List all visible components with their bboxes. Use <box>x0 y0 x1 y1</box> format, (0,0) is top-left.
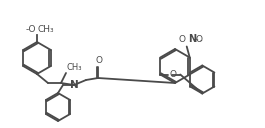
Text: O: O <box>169 70 176 79</box>
Text: +: + <box>192 37 198 43</box>
Text: CH₃: CH₃ <box>37 25 54 34</box>
Text: -O: -O <box>25 25 36 34</box>
Text: N: N <box>70 80 78 90</box>
Text: -: - <box>200 37 202 43</box>
Text: O: O <box>95 56 103 65</box>
Text: O: O <box>196 35 203 45</box>
Text: N: N <box>188 35 196 45</box>
Text: CH₃: CH₃ <box>67 63 82 72</box>
Text: O: O <box>179 35 186 45</box>
